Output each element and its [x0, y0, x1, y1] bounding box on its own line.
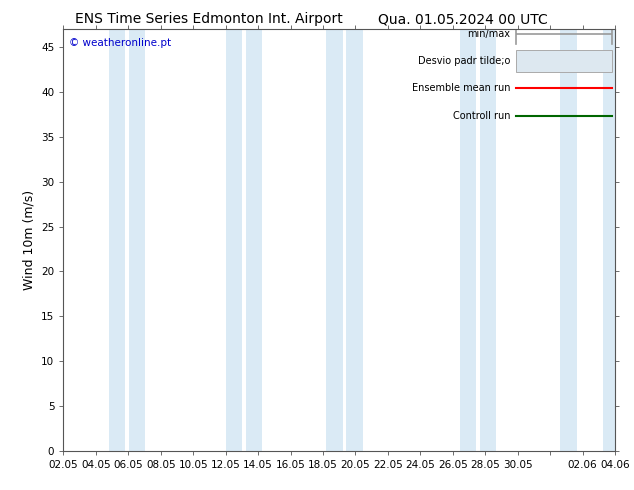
Text: Ensemble mean run: Ensemble mean run	[411, 83, 510, 94]
Bar	[515, 50, 612, 72]
Y-axis label: Wind 10m (m/s): Wind 10m (m/s)	[23, 190, 36, 290]
Bar	[245, 29, 262, 451]
Text: Controll run: Controll run	[453, 111, 510, 121]
Bar	[460, 29, 476, 451]
Bar	[129, 29, 145, 451]
Text: © weatheronline.pt: © weatheronline.pt	[69, 38, 171, 48]
Bar	[326, 29, 342, 451]
Text: Desvio padr tilde;o: Desvio padr tilde;o	[418, 56, 510, 66]
Text: ENS Time Series Edmonton Int. Airport: ENS Time Series Edmonton Int. Airport	[75, 12, 343, 26]
Text: Qua. 01.05.2024 00 UTC: Qua. 01.05.2024 00 UTC	[378, 12, 548, 26]
Bar	[346, 29, 363, 451]
Bar	[604, 29, 620, 451]
Bar	[108, 29, 126, 451]
Bar	[479, 29, 496, 451]
Bar	[560, 29, 576, 451]
Text: min/max: min/max	[467, 28, 510, 39]
Bar	[226, 29, 242, 451]
